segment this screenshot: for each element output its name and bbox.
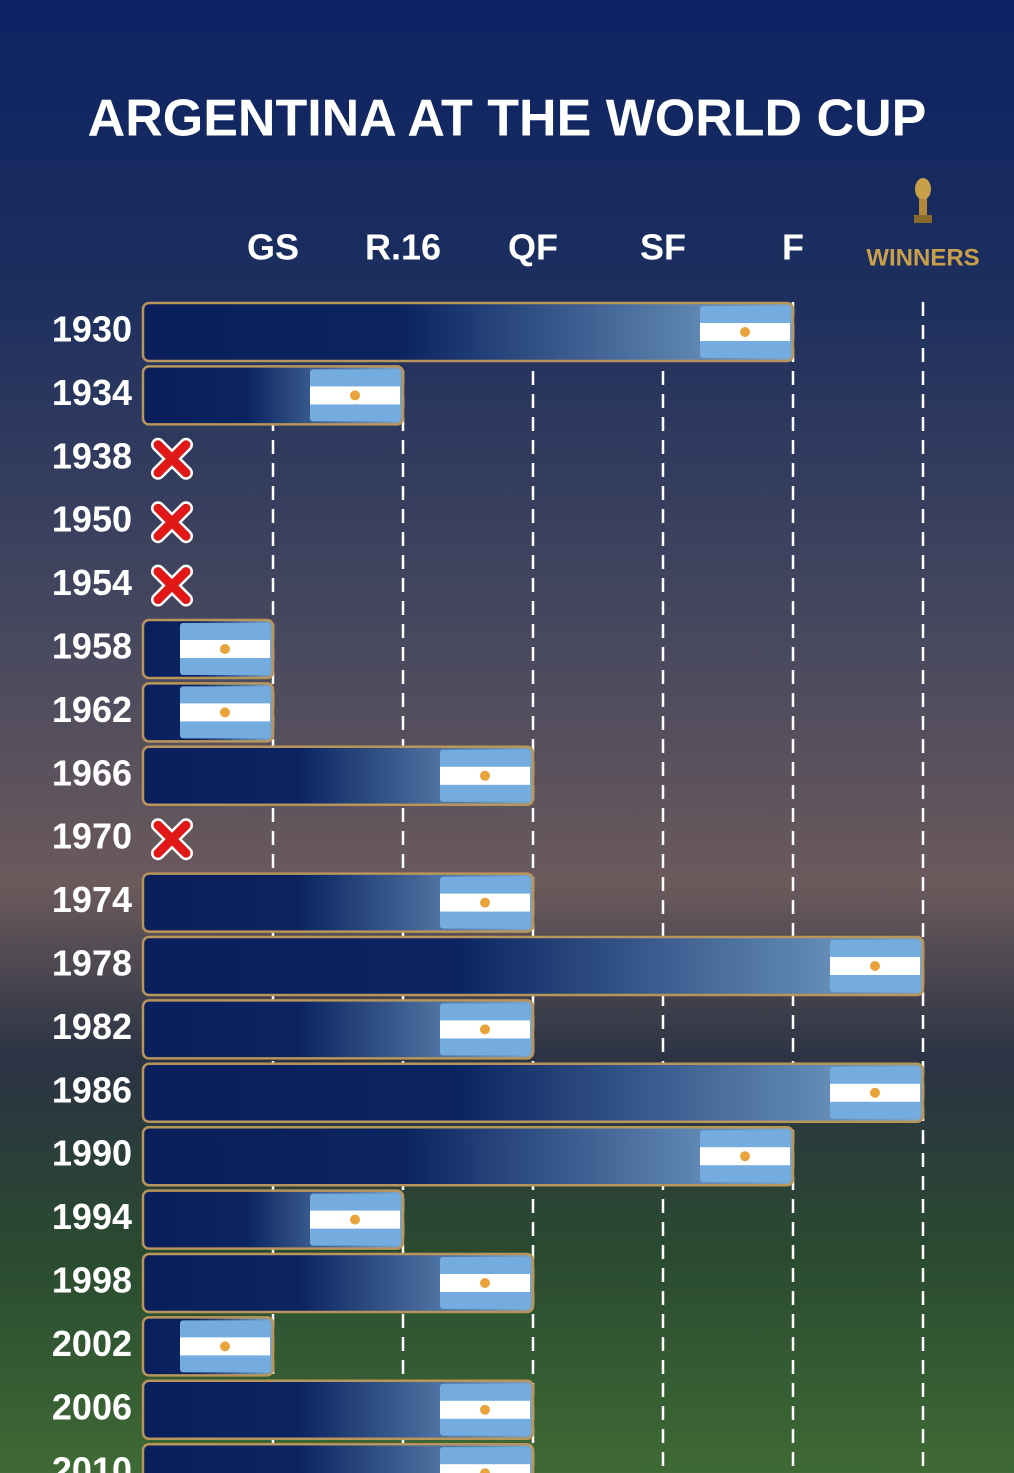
flag-icon (180, 1320, 270, 1373)
y-tick-label: 2006 (52, 1386, 132, 1427)
bar (141, 1062, 925, 1124)
flag-icon (180, 623, 270, 675)
y-tick-label: 2010 (52, 1450, 132, 1473)
bar (141, 872, 535, 933)
flag-icon (180, 686, 270, 739)
flag-sun (350, 1214, 360, 1225)
bar (141, 1125, 795, 1187)
y-tick-label: 1990 (52, 1133, 132, 1174)
bar (141, 1252, 535, 1314)
not-qualified-icon (151, 564, 193, 607)
flag-icon (440, 1447, 530, 1473)
y-tick-label: 1954 (52, 562, 132, 603)
y-tick-label: 1962 (52, 689, 132, 730)
flag-icon (310, 369, 400, 422)
flag-icon (440, 749, 530, 802)
cross (153, 820, 191, 858)
y-tick-label: 1978 (52, 943, 132, 984)
bar (141, 1379, 535, 1441)
flag-icon (440, 1003, 530, 1056)
bar (141, 999, 535, 1060)
flag-icon (830, 940, 920, 992)
y-tick-label: 1998 (52, 1260, 132, 1301)
flag-icon (700, 306, 790, 358)
flag-sun (480, 1024, 490, 1035)
flag-sun (740, 327, 750, 337)
x-tick-label: GS (247, 227, 299, 268)
not-qualified-icon (151, 437, 193, 480)
not-qualified-icon (151, 818, 193, 861)
flag-sun (480, 1404, 490, 1415)
y-tick-label: 1970 (52, 816, 132, 857)
x-tick-label: SF (640, 227, 686, 268)
flag-sun (740, 1151, 750, 1162)
flag-icon (700, 1130, 790, 1183)
flag-sun (870, 961, 880, 971)
y-tick-label: 1958 (52, 626, 132, 667)
flag-sun (480, 770, 490, 781)
y-tick-label: 1950 (52, 499, 132, 540)
y-tick-label: 1930 (52, 309, 132, 350)
y-tick-label: 2002 (52, 1323, 132, 1364)
bar (141, 1442, 535, 1473)
x-tick-label: R.16 (365, 227, 441, 268)
y-tick-label: 1994 (52, 1196, 132, 1237)
x-tick-label: WINNERS (866, 244, 979, 271)
bar (141, 745, 535, 807)
flag-icon (440, 1257, 530, 1309)
y-tick-label: 1986 (52, 1069, 132, 1110)
flag-sun (870, 1087, 880, 1098)
flag-sun (220, 644, 230, 654)
flag-icon (830, 1066, 920, 1119)
flag-sun (350, 390, 360, 401)
y-tick-label: 1982 (52, 1006, 132, 1047)
flag-sun (480, 1468, 490, 1473)
trophy-icon (914, 178, 932, 223)
flag-sun (480, 1278, 490, 1288)
flag-icon (310, 1193, 400, 1246)
y-tick-label: 1966 (52, 752, 132, 793)
x-tick-label: QF (508, 227, 558, 268)
x-tick-label: F (782, 227, 804, 268)
flag-icon (440, 876, 530, 929)
not-qualified-icon (151, 501, 193, 544)
chart-title: ARGENTINA AT THE WORLD CUP (88, 90, 927, 148)
y-tick-label: 1938 (52, 435, 132, 476)
flag-sun (480, 897, 490, 908)
cross (153, 567, 191, 605)
flag-icon (440, 1383, 530, 1436)
flag-sun (220, 1341, 230, 1352)
bar (141, 301, 795, 363)
bar (141, 935, 925, 997)
y-tick-label: 1974 (52, 879, 132, 920)
y-tick-label: 1934 (52, 372, 132, 413)
flag-sun (220, 707, 230, 718)
cross (153, 503, 191, 541)
cross (153, 440, 191, 478)
